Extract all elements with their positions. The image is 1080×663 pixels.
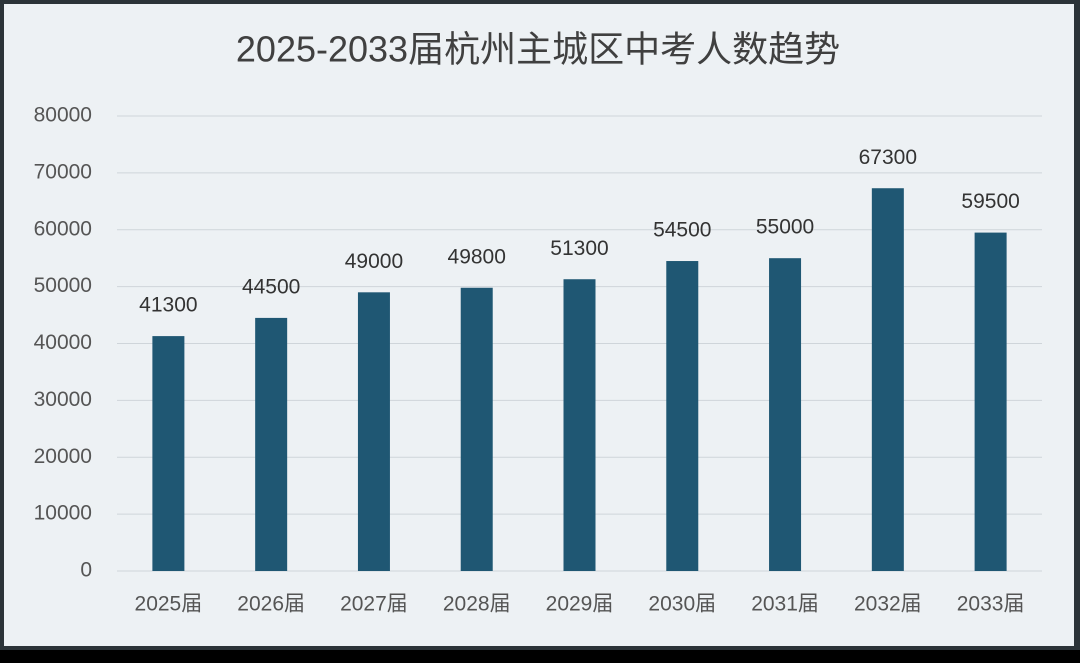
bar (255, 317, 288, 571)
y-tick-label: 0 (80, 559, 92, 582)
y-tick-label: 40000 (34, 331, 92, 354)
bar (974, 232, 1007, 571)
bar (666, 261, 699, 571)
x-tick-label: 2028届 (443, 593, 511, 616)
y-tick-label: 60000 (34, 217, 92, 240)
x-tick-label: 2033届 (957, 593, 1025, 616)
data-label: 59500 (961, 190, 1019, 213)
data-label: 67300 (859, 146, 917, 169)
data-label: 49000 (345, 250, 403, 273)
x-tick-label: 2029届 (546, 593, 614, 616)
bar (563, 279, 596, 571)
data-label: 41300 (139, 294, 197, 317)
data-label: 55000 (756, 216, 814, 239)
y-tick-label: 30000 (34, 388, 92, 411)
x-tick-label: 2026届 (237, 593, 305, 616)
bar (871, 188, 904, 571)
x-tick-label: 2027届 (340, 593, 408, 616)
y-tick-label: 50000 (34, 274, 92, 297)
y-tick-label: 20000 (34, 445, 92, 468)
y-tick-label: 10000 (34, 502, 92, 525)
bar (152, 336, 185, 571)
chart-title: 2025-2033届杭州主城区中考人数趋势 (236, 29, 840, 70)
x-tick-label: 2030届 (648, 593, 716, 616)
x-tick-label: 2031届 (751, 593, 819, 616)
bar (769, 258, 802, 571)
x-tick-label: 2032届 (854, 593, 922, 616)
bar (357, 292, 390, 571)
bar (460, 287, 493, 571)
data-label: 54500 (653, 219, 711, 242)
data-label: 44500 (242, 275, 300, 298)
x-tick-label: 2025届 (135, 593, 203, 616)
data-label: 51300 (550, 237, 608, 260)
y-tick-label: 70000 (34, 160, 92, 183)
y-tick-label: 80000 (34, 104, 92, 127)
data-label: 49800 (448, 245, 506, 268)
